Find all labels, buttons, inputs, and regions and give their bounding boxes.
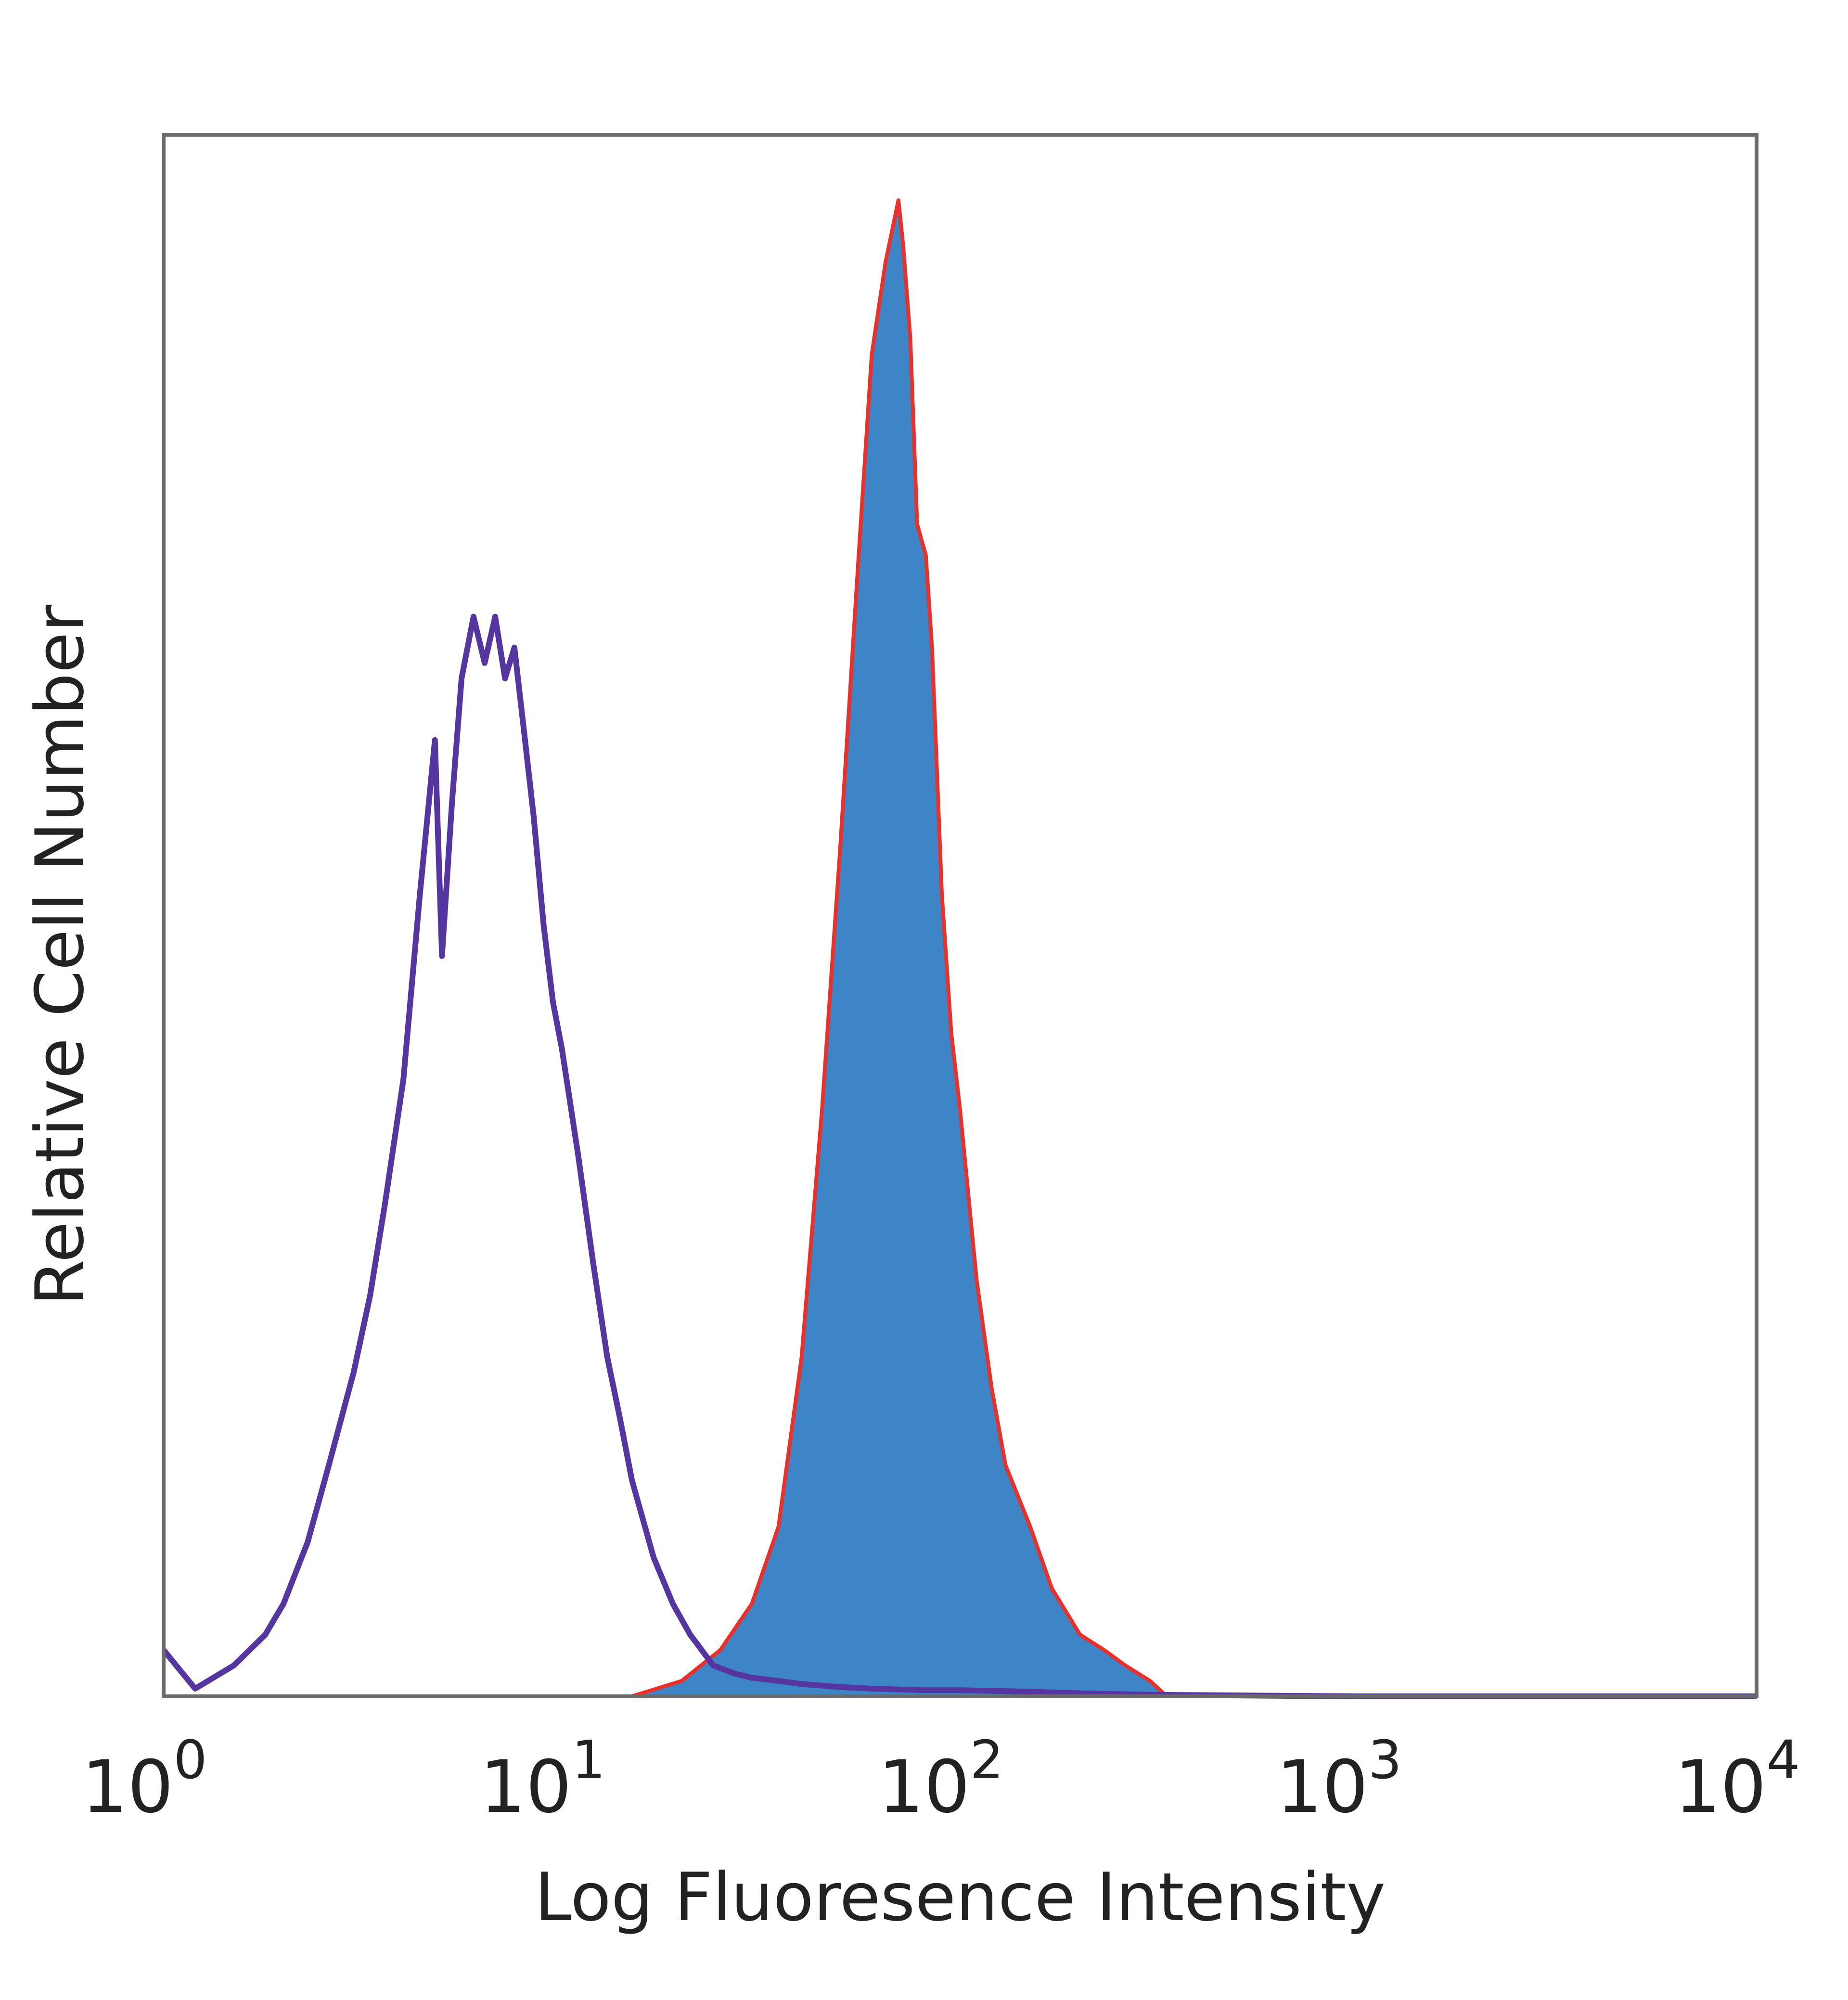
plot-frame [162, 133, 1758, 1698]
series-layer [161, 198, 1757, 1699]
x-tick-label: 104 [1675, 1729, 1800, 1829]
y-axis-label: Relative Cell Number [21, 604, 99, 1306]
x-tick-label: 103 [1276, 1729, 1402, 1829]
x-tick-labels: 100 101 102 103 104 [82, 1729, 1800, 1829]
x-axis-label: Log Fluoresence Intensity [535, 1859, 1386, 1936]
control-histogram-line [161, 614, 1757, 1699]
x-tick-label: 102 [878, 1729, 1004, 1829]
x-tick-label: 101 [480, 1729, 605, 1829]
stained-histogram-filled [630, 198, 1169, 1698]
x-tick-label: 100 [82, 1729, 207, 1829]
